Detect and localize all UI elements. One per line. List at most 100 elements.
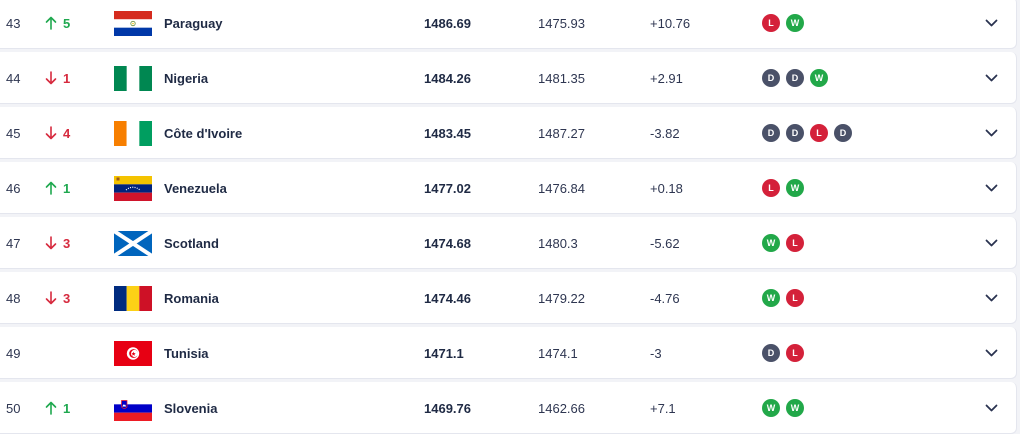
arrow-down-icon: [45, 126, 57, 140]
points-difference: +10.76: [650, 15, 691, 31]
chevron-down-icon: [985, 184, 997, 191]
team-name[interactable]: Romania: [164, 290, 219, 306]
expand-row-button[interactable]: [983, 327, 999, 379]
form-badge: L: [762, 179, 780, 197]
form-badge: W: [786, 179, 804, 197]
rank-movement: 3: [45, 217, 70, 269]
total-points: 1484.26: [424, 70, 471, 86]
form-badge: D: [762, 124, 780, 142]
team-name[interactable]: Venezuela: [164, 180, 227, 196]
rank-number: 47: [6, 235, 21, 251]
form-badge: W: [810, 69, 828, 87]
arrow-down-icon: [45, 71, 57, 85]
table-row[interactable]: 45 4 Côte d'Ivoire 1483.45 1487.27 -3.82…: [0, 107, 1017, 159]
total-points: 1486.69: [424, 15, 471, 31]
no-change-dot-icon: [45, 346, 48, 361]
previous-points: 1476.84: [538, 180, 585, 196]
form-badge: W: [762, 399, 780, 417]
form-badge: L: [786, 234, 804, 252]
form-badge: L: [762, 14, 780, 32]
rank-number: 48: [6, 290, 21, 306]
team-name[interactable]: Tunisia: [164, 345, 209, 361]
arrow-up-icon: [45, 16, 57, 30]
total-points: 1474.46: [424, 290, 471, 306]
rank-number: 46: [6, 180, 21, 196]
rank-movement: [45, 327, 54, 379]
form-badge: D: [786, 69, 804, 87]
chevron-down-icon: [985, 404, 997, 411]
team-name[interactable]: Paraguay: [164, 15, 223, 31]
form-badge: W: [786, 14, 804, 32]
previous-points: 1481.35: [538, 70, 585, 86]
expand-row-button[interactable]: [983, 382, 999, 434]
team-name[interactable]: Slovenia: [164, 400, 218, 416]
flag-romania: [114, 272, 152, 324]
movement-value: 3: [63, 290, 71, 306]
flag-tunisia: [114, 327, 152, 379]
expand-row-button[interactable]: [983, 272, 999, 324]
team-name[interactable]: Nigeria: [164, 70, 209, 86]
points-difference: +7.1: [650, 400, 676, 416]
chevron-down-icon: [985, 239, 997, 246]
rank-movement: 1: [45, 52, 70, 104]
form-badge: L: [786, 344, 804, 362]
total-points: 1471.1: [424, 345, 464, 361]
form-badge: W: [762, 289, 780, 307]
flag-scotland: [114, 217, 152, 269]
team-name[interactable]: Côte d'Ivoire: [164, 125, 243, 141]
movement-value: 5: [63, 15, 71, 31]
points-difference: -4.76: [650, 290, 680, 306]
form-badge: D: [762, 69, 780, 87]
rank-movement: 4: [45, 107, 70, 159]
form-badge: D: [786, 124, 804, 142]
team-name[interactable]: Scotland: [164, 235, 219, 251]
points-difference: +2.91: [650, 70, 683, 86]
rank-number: 44: [6, 70, 21, 86]
arrow-up-icon: [45, 181, 57, 195]
flag-paraguay: [114, 0, 152, 49]
chevron-down-icon: [985, 129, 997, 136]
rank-number: 45: [6, 125, 21, 141]
form-badge: L: [810, 124, 828, 142]
movement-value: 4: [63, 125, 71, 141]
expand-row-button[interactable]: [983, 0, 999, 49]
expand-row-button[interactable]: [983, 107, 999, 159]
rank-number: 49: [6, 345, 21, 361]
previous-points: 1479.22: [538, 290, 585, 306]
expand-row-button[interactable]: [983, 217, 999, 269]
rank-number: 50: [6, 400, 21, 416]
flag-cote-divoire: [114, 107, 152, 159]
arrow-down-icon: [45, 236, 57, 250]
points-difference: -3.82: [650, 125, 680, 141]
points-difference: -3: [650, 345, 662, 361]
movement-value: 1: [63, 180, 71, 196]
expand-row-button[interactable]: [983, 52, 999, 104]
movement-value: 3: [63, 235, 71, 251]
movement-value: 1: [63, 400, 71, 416]
form-badge: D: [834, 124, 852, 142]
rank-number: 43: [6, 15, 21, 31]
movement-value: 1: [63, 70, 71, 86]
chevron-down-icon: [985, 19, 997, 26]
form-badge: W: [762, 234, 780, 252]
flag-nigeria: [114, 52, 152, 104]
flag-venezuela: [114, 162, 152, 214]
total-points: 1469.76: [424, 400, 471, 416]
expand-row-button[interactable]: [983, 162, 999, 214]
total-points: 1477.02: [424, 180, 471, 196]
